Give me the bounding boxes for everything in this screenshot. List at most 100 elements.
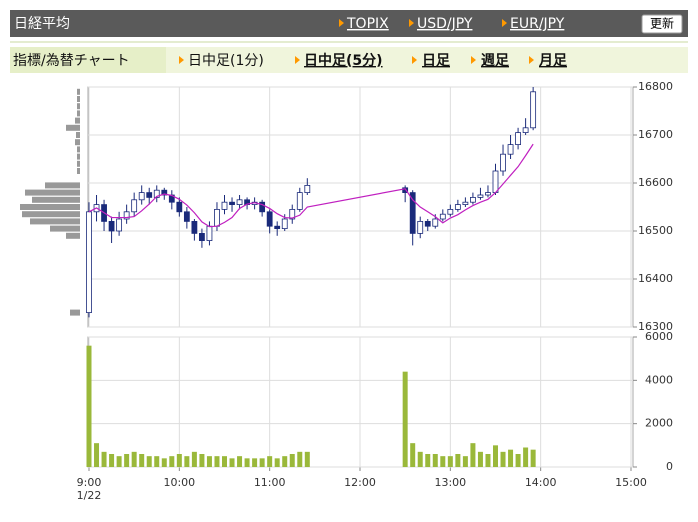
volume-bar: [237, 456, 243, 467]
profile-bar: [50, 225, 80, 232]
link[interactable]: USD/JPY: [417, 16, 473, 32]
volume-bar: [447, 456, 453, 467]
candle-body: [146, 192, 153, 198]
profile-bar: [76, 132, 80, 138]
profile-bar: [77, 153, 80, 160]
candle-body: [304, 184, 311, 193]
volume-bar: [199, 454, 205, 467]
candle-body: [116, 218, 123, 232]
volume-bar: [184, 456, 190, 467]
y-tick-label: 16800: [638, 80, 673, 93]
profile-bar: [77, 146, 80, 153]
tab[interactable]: 日中足(1分): [188, 53, 264, 69]
candle-body: [500, 153, 506, 172]
profile-bar: [77, 110, 80, 117]
y-tick-label: 16600: [638, 176, 673, 189]
candle-body: [199, 232, 205, 241]
volume-bar: [206, 456, 212, 467]
candle-body: [485, 192, 491, 196]
candle-body: [477, 194, 484, 198]
tab-label: 指標/為替チャート: [13, 53, 130, 69]
candle-body: [123, 211, 130, 220]
volume-bar: [161, 458, 167, 467]
tab[interactable]: 日足: [422, 53, 451, 69]
volume-bar: [169, 456, 175, 467]
tab[interactable]: 週足: [481, 53, 510, 69]
profile-bar: [45, 182, 80, 189]
candle-body: [138, 192, 145, 201]
candle-body: [131, 199, 138, 213]
volume-bar: [432, 454, 438, 467]
x-tick-label: 10:00: [163, 476, 195, 489]
volume-bar: [485, 454, 491, 467]
volume-bar: [252, 458, 258, 467]
y-tick-label: 0: [666, 460, 673, 473]
candle-body: [462, 201, 469, 205]
candle-body: [417, 220, 424, 234]
volume-bar: [530, 449, 536, 467]
candle-body: [259, 201, 266, 213]
candle-body: [108, 220, 115, 232]
profile-bar: [22, 211, 80, 218]
candle-body: [214, 208, 220, 227]
volume-bar: [222, 456, 227, 467]
profile-bar: [77, 96, 80, 102]
x-tick-label: 15:00: [615, 476, 647, 489]
y-tick-label: 4000: [645, 373, 673, 386]
volume-bar: [191, 451, 197, 467]
volume-bar: [109, 454, 115, 467]
candle-body: [409, 192, 416, 234]
volume-bar: [86, 345, 92, 467]
header-bar: [10, 10, 688, 37]
candle-body: [221, 201, 228, 210]
candle-body: [432, 218, 439, 227]
volume-bar: [124, 454, 130, 467]
tab[interactable]: 月足: [538, 53, 568, 69]
x-tick-label: 12:00: [344, 476, 376, 489]
profile-bar: [32, 196, 80, 203]
candle-body: [274, 225, 281, 229]
volume-bar: [116, 456, 122, 467]
x-tick-label: 14:00: [525, 476, 557, 489]
candle-body: [424, 220, 431, 227]
candle-body: [530, 91, 537, 129]
volume-bar: [297, 451, 303, 467]
y-tick-label: 16500: [638, 224, 673, 237]
candle-body: [153, 189, 160, 198]
tab[interactable]: 日中足(5分): [304, 52, 383, 69]
y-tick-label: 2000: [645, 417, 673, 430]
volume-bar: [304, 451, 310, 467]
volume-bar: [440, 456, 446, 467]
link[interactable]: TOPIX: [346, 16, 389, 32]
header-title: 日経平均: [14, 16, 70, 32]
volume-bar: [523, 447, 529, 467]
profile-bar: [77, 103, 80, 110]
candle-body: [515, 132, 521, 146]
tab-label-bg: [10, 47, 166, 73]
candle-body: [470, 196, 476, 203]
volume-bar: [131, 451, 137, 467]
profile-bar: [70, 309, 80, 316]
volume-bar: [139, 454, 145, 467]
profile-bar: [77, 88, 80, 95]
candle-body: [206, 225, 213, 241]
candle-body: [236, 199, 243, 206]
candle-body: [191, 220, 198, 234]
profile-bar: [66, 124, 80, 131]
candle-body: [522, 127, 529, 134]
refresh-button[interactable]: [641, 14, 683, 34]
x-tick-label: 11:00: [254, 476, 286, 489]
profile-bar: [77, 160, 80, 167]
volume-bar: [259, 458, 265, 467]
volume-bar: [274, 458, 280, 467]
volume-bar: [477, 451, 483, 467]
refresh-label[interactable]: 更新: [650, 16, 674, 31]
candle-body: [183, 211, 190, 222]
link[interactable]: EUR/JPY: [510, 16, 565, 32]
candle-body: [492, 170, 499, 194]
volume-bar: [425, 454, 431, 467]
candle-body: [281, 218, 288, 230]
profile-bar: [75, 139, 80, 146]
profile-bar: [75, 117, 80, 124]
